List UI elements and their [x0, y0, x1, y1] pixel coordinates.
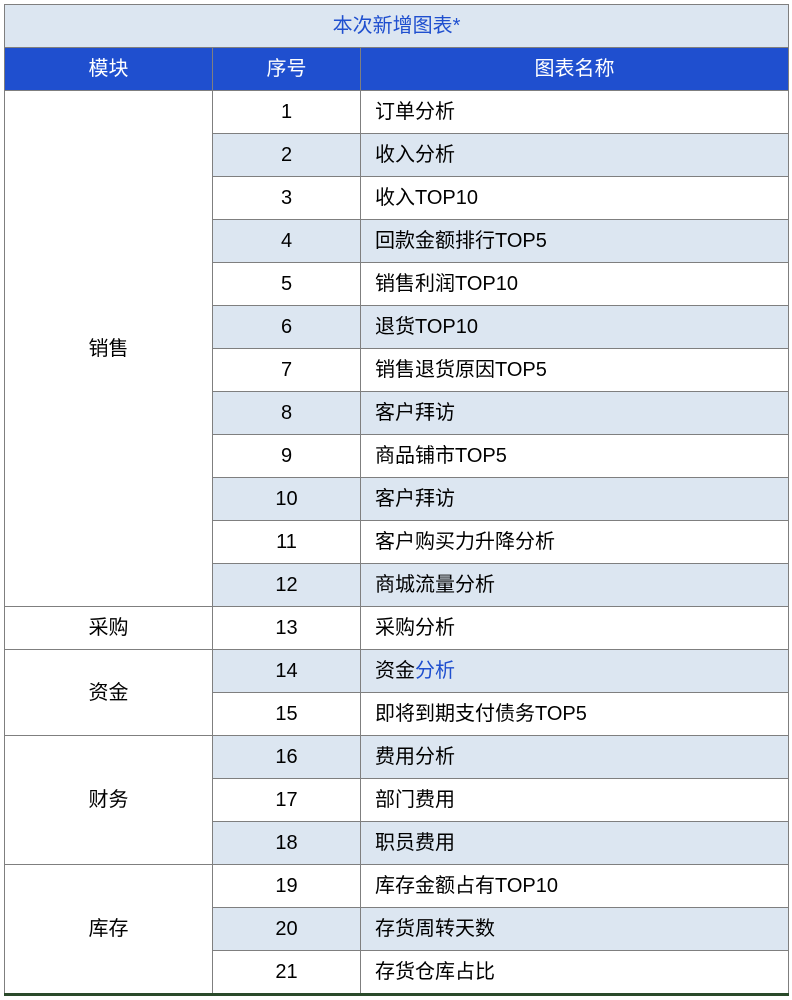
- name-cell: 采购分析: [361, 607, 789, 650]
- seq-cell: 6: [213, 306, 361, 349]
- name-cell: 存货周转天数: [361, 908, 789, 951]
- table-title: 本次新增图表*: [5, 5, 789, 48]
- module-cell: 资金: [5, 650, 213, 736]
- header-module: 模块: [5, 48, 213, 91]
- table-row: 销售1订单分析: [5, 91, 789, 134]
- name-cell: 即将到期支付债务TOP5: [361, 693, 789, 736]
- seq-cell: 1: [213, 91, 361, 134]
- name-cell: 收入TOP10: [361, 177, 789, 220]
- seq-cell: 5: [213, 263, 361, 306]
- seq-cell: 12: [213, 564, 361, 607]
- module-cell: 采购: [5, 607, 213, 650]
- name-cell: 职员费用: [361, 822, 789, 865]
- name-cell: 商城流量分析: [361, 564, 789, 607]
- seq-cell: 4: [213, 220, 361, 263]
- chart-list-table: 本次新增图表* 模块 序号 图表名称 销售1订单分析2收入分析3收入TOP104…: [4, 4, 789, 996]
- table-row: 库存19库存金额占有TOP10: [5, 865, 789, 908]
- header-name: 图表名称: [361, 48, 789, 91]
- name-cell: 订单分析: [361, 91, 789, 134]
- name-cell: 客户拜访: [361, 392, 789, 435]
- name-cell: 退货TOP10: [361, 306, 789, 349]
- name-cell: 商品铺市TOP5: [361, 435, 789, 478]
- name-cell: 销售退货原因TOP5: [361, 349, 789, 392]
- header-seq: 序号: [213, 48, 361, 91]
- seq-cell: 8: [213, 392, 361, 435]
- module-cell: 库存: [5, 865, 213, 995]
- name-cell: 资金分析: [361, 650, 789, 693]
- seq-cell: 10: [213, 478, 361, 521]
- seq-cell: 7: [213, 349, 361, 392]
- seq-cell: 9: [213, 435, 361, 478]
- name-text: 资金: [375, 660, 415, 682]
- seq-cell: 20: [213, 908, 361, 951]
- table-row: 采购13采购分析: [5, 607, 789, 650]
- name-cell: 客户拜访: [361, 478, 789, 521]
- seq-cell: 13: [213, 607, 361, 650]
- module-cell: 财务: [5, 736, 213, 865]
- table-row: 资金 14资金分析: [5, 650, 789, 693]
- name-cell: 销售利润TOP10: [361, 263, 789, 306]
- name-cell: 回款金额排行TOP5: [361, 220, 789, 263]
- name-cell: 库存金额占有TOP10: [361, 865, 789, 908]
- seq-cell: 21: [213, 951, 361, 995]
- table-row: 财务16费用分析: [5, 736, 789, 779]
- table-body: 本次新增图表* 模块 序号 图表名称 销售1订单分析2收入分析3收入TOP104…: [5, 5, 789, 995]
- seq-cell: 19: [213, 865, 361, 908]
- name-cell: 客户购买力升降分析: [361, 521, 789, 564]
- seq-cell: 18: [213, 822, 361, 865]
- header-row: 模块 序号 图表名称: [5, 48, 789, 91]
- name-link[interactable]: 分析: [415, 660, 455, 682]
- name-cell: 存货仓库占比: [361, 951, 789, 995]
- name-cell: 部门费用: [361, 779, 789, 822]
- seq-cell: 11: [213, 521, 361, 564]
- title-row: 本次新增图表*: [5, 5, 789, 48]
- module-cell: 销售: [5, 91, 213, 607]
- seq-cell: 3: [213, 177, 361, 220]
- seq-cell: 2: [213, 134, 361, 177]
- name-cell: 费用分析: [361, 736, 789, 779]
- name-cell: 收入分析: [361, 134, 789, 177]
- seq-cell: 17: [213, 779, 361, 822]
- seq-cell: 14: [213, 650, 361, 693]
- seq-cell: 16: [213, 736, 361, 779]
- seq-cell: 15: [213, 693, 361, 736]
